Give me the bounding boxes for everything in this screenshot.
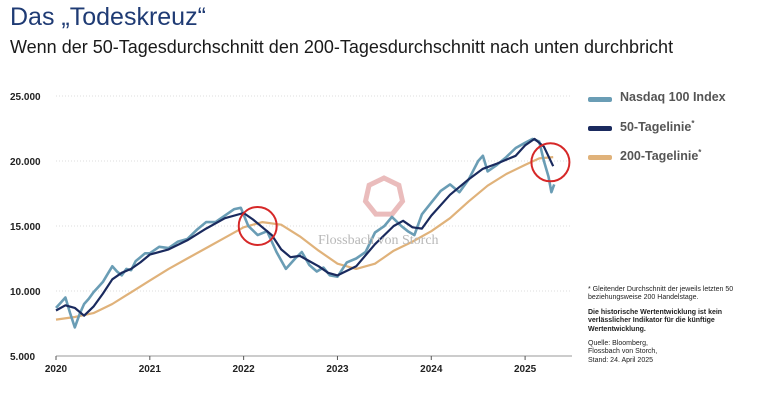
death-cross-circle — [237, 206, 278, 246]
legend-label-nasdaq: Nasdaq 100 Index — [620, 90, 726, 104]
legend-text-sma200: 200-Tagelinie — [620, 149, 699, 164]
legend-item-sma200: 200-Tagelinie* — [588, 146, 758, 175]
y-tick-label: 10.000 — [10, 287, 41, 298]
y-tick-label: 20.000 — [10, 157, 41, 168]
legend-text-sma50: 50-Tagelinie — [620, 120, 692, 135]
watermark-logo — [362, 175, 406, 217]
source-text: Quelle: Bloomberg, Flossbach von Storch,… — [588, 340, 756, 365]
source-line-2: Flossbach von Storch, — [588, 348, 658, 356]
x-tick-label: 2022 — [233, 364, 256, 375]
series-line-sma50 — [55, 137, 555, 317]
source-line-1: Quelle: Bloomberg, — [588, 340, 648, 348]
legend-label-sma200: 200-Tagelinie* — [620, 148, 701, 163]
y-tick-label: 25.000 — [10, 92, 41, 103]
x-tick-label: 2023 — [326, 364, 349, 375]
series-line-nasdaq — [55, 137, 556, 329]
x-tick-label: 2021 — [139, 364, 162, 375]
watermark-text: Flossbach von Storch — [318, 233, 439, 248]
series-line-sma200 — [55, 156, 554, 321]
y-tick-label: 5.000 — [10, 352, 35, 363]
legend-swatch-sma50 — [588, 126, 612, 131]
legend-swatch-nasdaq — [588, 97, 612, 102]
x-tick-label: 2025 — [514, 364, 537, 375]
disclaimer-text: Die historische Wertentwicklung ist kein… — [588, 308, 723, 333]
x-tick-label: 2020 — [45, 364, 68, 375]
legend-item-sma50: 50-Tagelinie* — [588, 117, 758, 146]
x-tick-label: 2024 — [420, 364, 443, 375]
legend-item-nasdaq: Nasdaq 100 Index — [588, 88, 758, 117]
footnote-text: * Gleitender Durchschnitt der jeweils le… — [588, 286, 734, 302]
chart-legend: Nasdaq 100 Index 50-Tagelinie* 200-Tagel… — [588, 88, 758, 175]
chart-title: Das „Todeskreuz“ — [10, 3, 206, 31]
chart-notes: * Gleitender Durchschnitt der jeweils le… — [588, 286, 756, 365]
death-cross-circle — [530, 142, 571, 183]
source-line-3: Stand: 24. April 2025 — [588, 356, 653, 364]
legend-footnote-marker: * — [691, 119, 695, 128]
y-tick-label: 15.000 — [10, 222, 41, 233]
legend-footnote-marker: * — [698, 148, 702, 157]
chart-subtitle: Wenn der 50-Tagesdurchschnitt den 200-Ta… — [10, 37, 674, 57]
legend-swatch-sma200 — [588, 155, 612, 160]
legend-label-sma50: 50-Tagelinie* — [620, 119, 694, 134]
